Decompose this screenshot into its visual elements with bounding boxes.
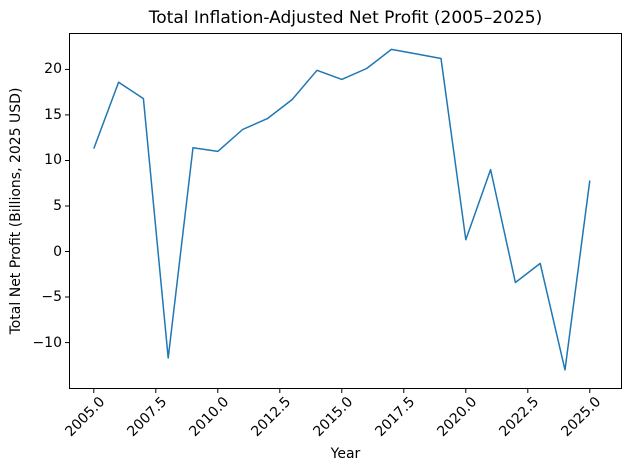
y-tick-label: 20 <box>44 61 62 78</box>
x-axis-label: Year <box>330 446 361 462</box>
profit-line <box>93 48 591 371</box>
plot-area <box>65 33 622 393</box>
y-tick-label: 0 <box>53 243 62 260</box>
y-tick-label: 5 <box>53 197 62 214</box>
x-tick-label: 2022.5 <box>496 394 543 440</box>
x-tick-label: 2020.0 <box>434 394 481 440</box>
x-tick-label: 2017.5 <box>372 394 419 440</box>
y-tick-label: 15 <box>44 106 62 123</box>
y-tick-label: 10 <box>44 152 62 169</box>
x-tick-label: 2005.0 <box>62 394 109 440</box>
x-tick-label: 2007.5 <box>124 394 171 440</box>
x-tick-label: 2015.0 <box>310 394 357 440</box>
x-tick-label: 2012.5 <box>248 394 295 440</box>
tick-marks <box>65 68 591 393</box>
axes-border <box>69 33 622 389</box>
x-tick-label: 2025.0 <box>558 394 605 440</box>
x-tick-label: 2010.0 <box>186 394 233 440</box>
y-tick-label: −5 <box>41 289 62 306</box>
y-tick-label: −10 <box>32 334 62 351</box>
chart-title: Total Inflation-Adjusted Net Profit (200… <box>148 8 543 28</box>
